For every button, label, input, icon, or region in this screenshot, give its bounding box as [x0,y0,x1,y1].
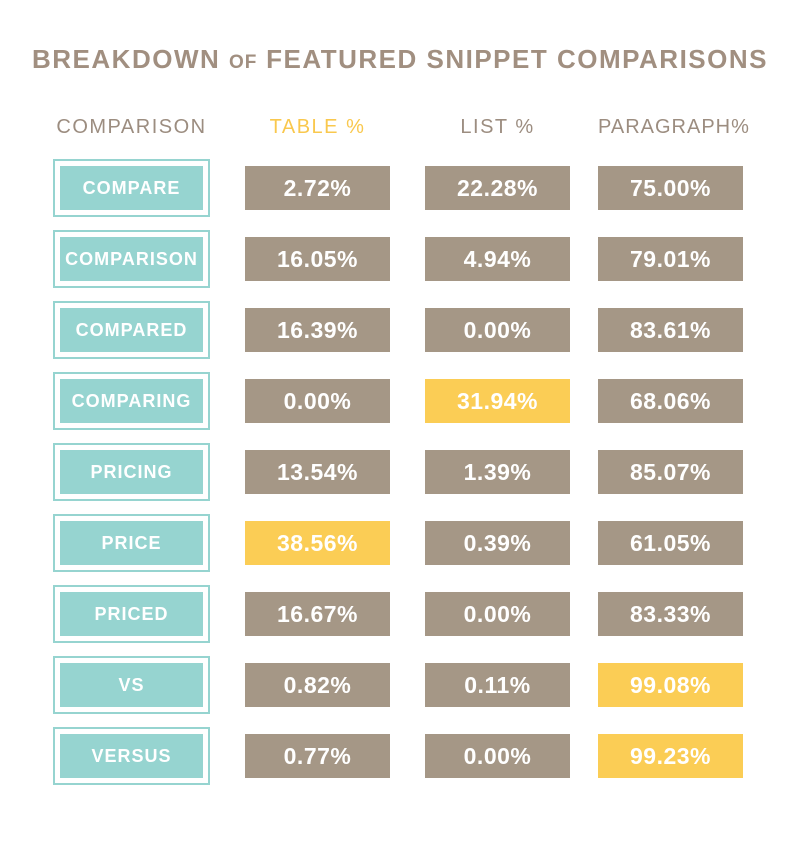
value-cell-list: 0.11% [425,663,570,707]
table-row: VS 0.82% 0.11% 99.08% [53,656,800,714]
row-label-fill: PRICED [60,592,203,636]
row-label-box: PRICED [53,585,210,643]
value-cell-paragraph: 99.08% [598,663,743,707]
title-part2: FEATURED SNIPPET COMPARISONS [266,44,768,74]
value-cell-table: 0.00% [245,379,390,423]
value-cell-paragraph: 99.23% [598,734,743,778]
value-cell-list: 22.28% [425,166,570,210]
row-label-fill: COMPARING [60,379,203,423]
page-title: BREAKDOWN OF FEATURED SNIPPET COMPARISON… [0,0,800,75]
row-label-box: VERSUS [53,727,210,785]
value-cell-list: 0.00% [425,308,570,352]
row-label-fill: VERSUS [60,734,203,778]
row-label: COMPARED [75,319,188,340]
row-label-box: COMPARE [53,159,210,217]
table-row: PRICING 13.54% 1.39% 85.07% [53,443,800,501]
value-cell-list: 31.94% [425,379,570,423]
column-header-comparison: COMPARISON [56,115,207,138]
value-cell-table: 0.82% [245,663,390,707]
row-label-box: COMPARISON [53,230,210,288]
value-cell-list: 4.94% [425,237,570,281]
table-header-row: COMPARISON TABLE % LIST % PARAGRAPH% [0,115,800,139]
value-cell-list: 1.39% [425,450,570,494]
table-row: COMPARING 0.00% 31.94% 68.06% [53,372,800,430]
value-cell-table: 16.05% [245,237,390,281]
value-cell-paragraph: 85.07% [598,450,743,494]
value-cell-table: 16.39% [245,308,390,352]
value-cell-table: 13.54% [245,450,390,494]
value-cell-paragraph: 83.33% [598,592,743,636]
row-label: VERSUS [91,745,172,766]
row-label: PRICED [94,603,169,624]
row-label: COMPARE [82,177,181,198]
row-label-fill: COMPARISON [60,237,203,281]
row-label-fill: COMPARE [60,166,203,210]
value-cell-list: 0.39% [425,521,570,565]
value-cell-paragraph: 75.00% [598,166,743,210]
row-label: COMPARISON [65,248,198,269]
table-row: COMPARE 2.72% 22.28% 75.00% [53,159,800,217]
row-label-fill: VS [60,663,203,707]
value-cell-table: 2.72% [245,166,390,210]
row-label: PRICE [101,532,162,553]
row-label-box: VS [53,656,210,714]
value-cell-paragraph: 79.01% [598,237,743,281]
table-row: VERSUS 0.77% 0.00% 99.23% [53,727,800,785]
row-label-fill: PRICING [60,450,203,494]
value-cell-table: 16.67% [245,592,390,636]
value-cell-paragraph: 61.05% [598,521,743,565]
row-label-fill: PRICE [60,521,203,565]
row-label-box: COMPARED [53,301,210,359]
row-label-box: PRICE [53,514,210,572]
comparison-table: COMPARE 2.72% 22.28% 75.00% COMPARISON 1… [0,159,800,785]
value-cell-paragraph: 68.06% [598,379,743,423]
title-of: OF [229,52,258,73]
column-header-paragraph: PARAGRAPH% [598,115,750,138]
table-row: COMPARED 16.39% 0.00% 83.61% [53,301,800,359]
column-header-table: TABLE % [269,115,366,138]
row-label-box: COMPARING [53,372,210,430]
row-label: COMPARING [71,390,192,411]
row-label: PRICING [90,461,173,482]
table-row: PRICE 38.56% 0.39% 61.05% [53,514,800,572]
row-label-box: PRICING [53,443,210,501]
value-cell-table: 38.56% [245,521,390,565]
title-part1: BREAKDOWN [32,44,221,74]
value-cell-list: 0.00% [425,592,570,636]
value-cell-paragraph: 83.61% [598,308,743,352]
value-cell-table: 0.77% [245,734,390,778]
row-label: VS [118,674,145,695]
column-header-list: LIST % [460,115,535,138]
row-label-fill: COMPARED [60,308,203,352]
table-row: PRICED 16.67% 0.00% 83.33% [53,585,800,643]
value-cell-list: 0.00% [425,734,570,778]
table-row: COMPARISON 16.05% 4.94% 79.01% [53,230,800,288]
